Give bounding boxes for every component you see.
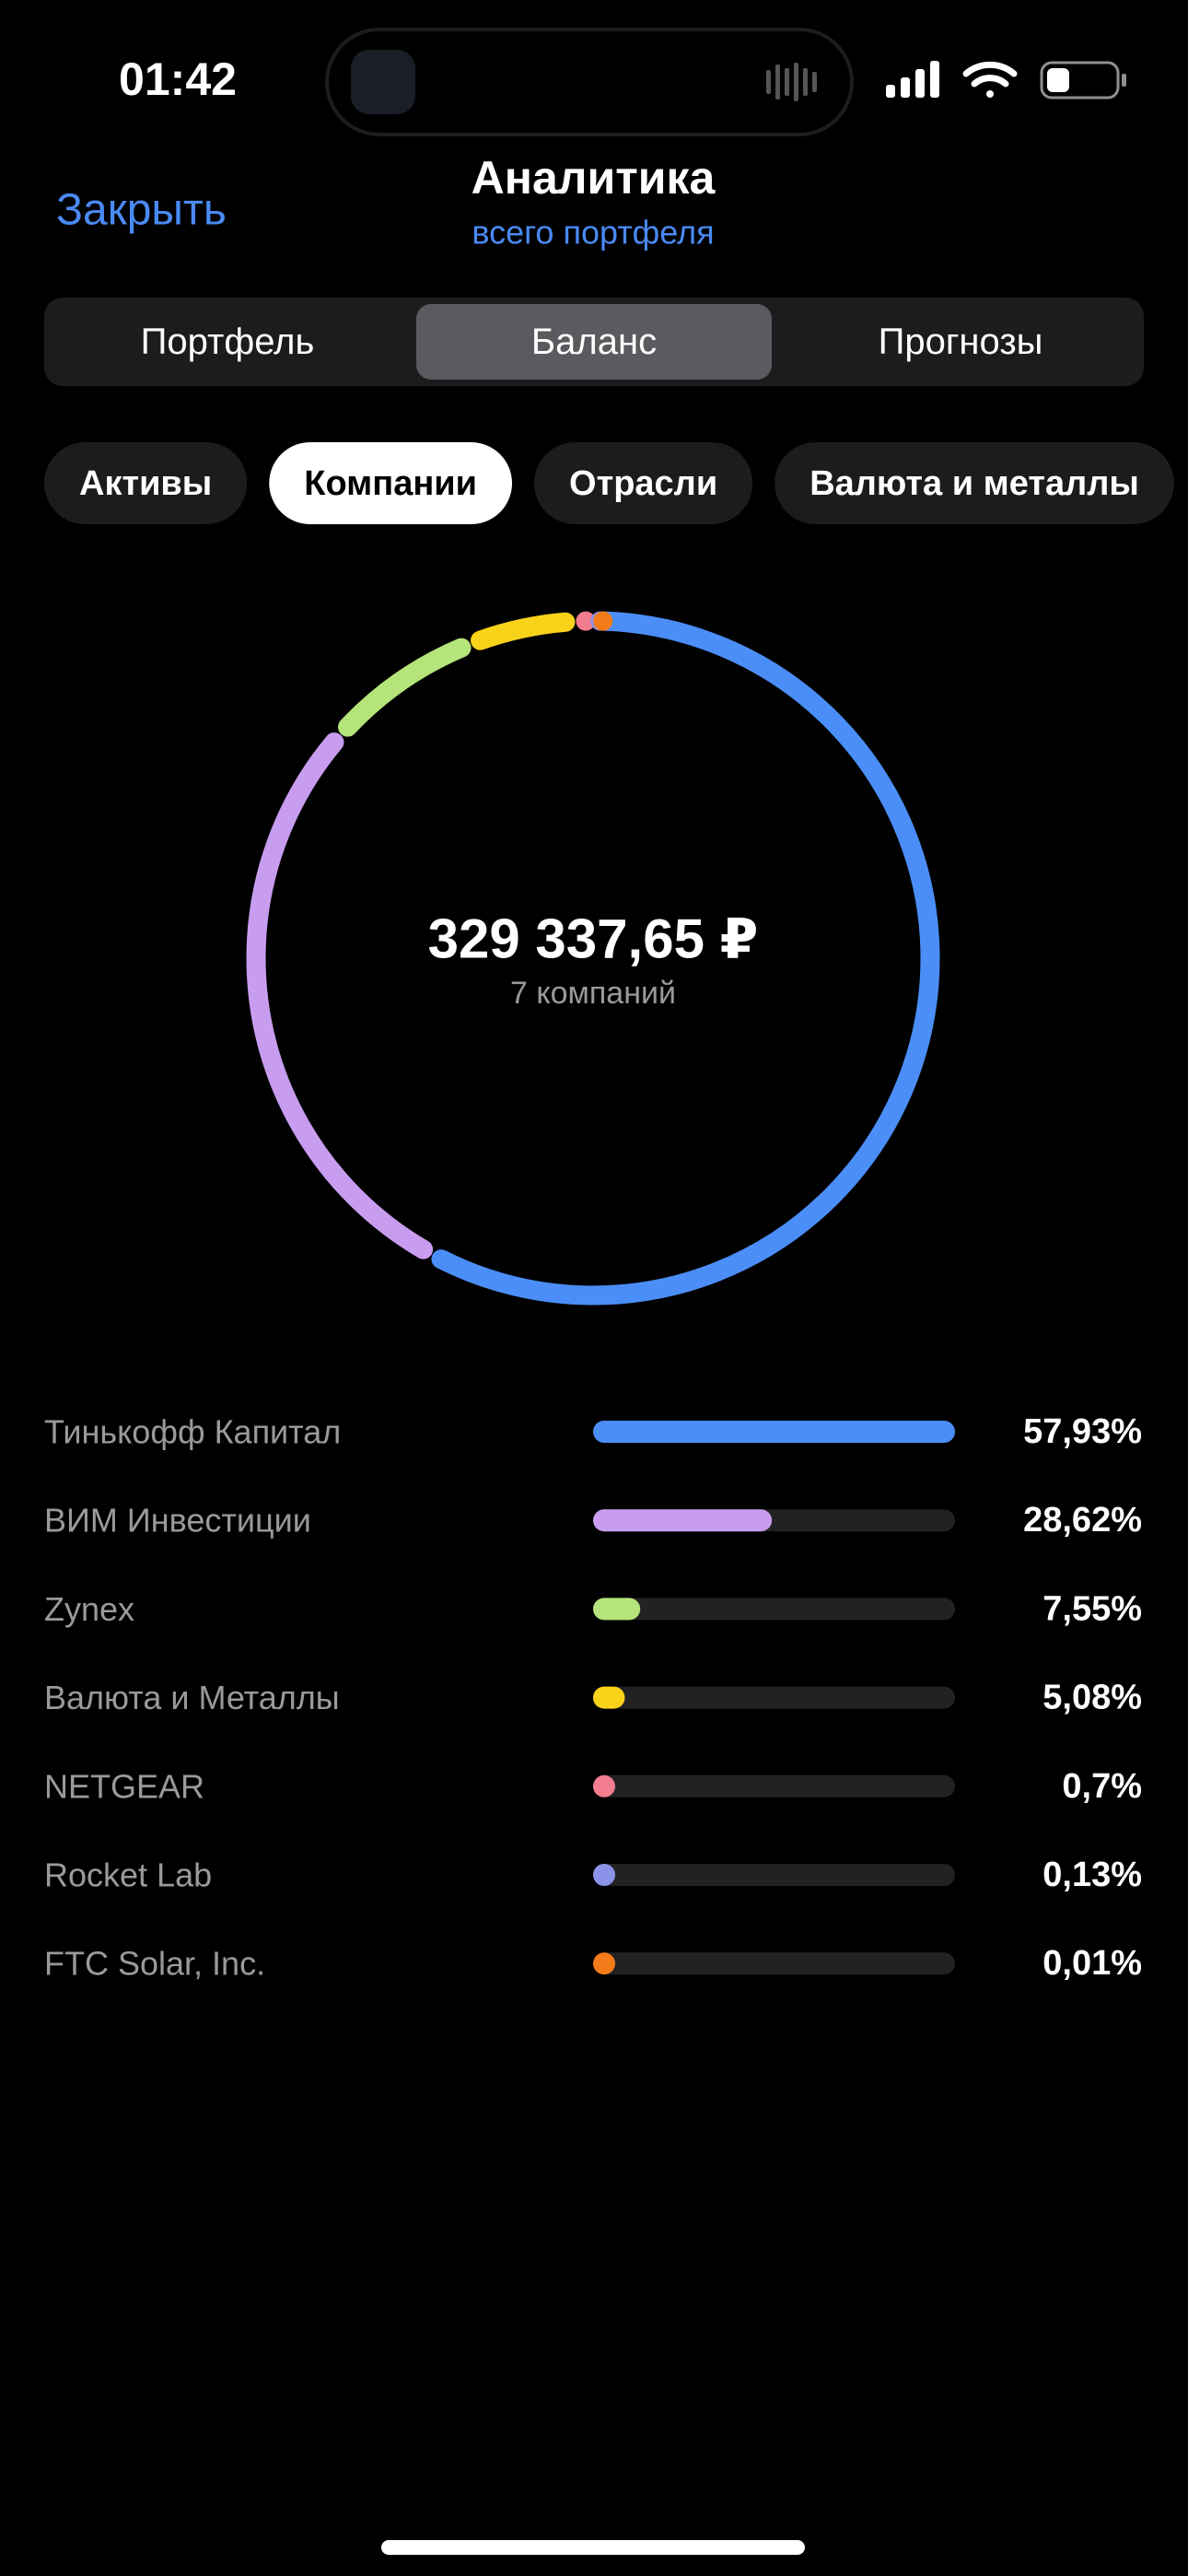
tab-selected-bg xyxy=(416,304,772,380)
company-name: Валюта и Металлы xyxy=(44,1679,340,1716)
wifi-icon xyxy=(962,61,1018,98)
home-indicator xyxy=(381,2540,805,2555)
bar-track xyxy=(593,1686,955,1709)
company-name: Тинькофф Капитал xyxy=(44,1413,341,1451)
donut-segment xyxy=(246,611,940,1306)
island-icon xyxy=(351,50,415,114)
company-name: FTC Solar, Inc. xyxy=(44,1945,265,1983)
chip[interactable]: Валюта и металлы xyxy=(775,442,1174,524)
island-wave xyxy=(766,63,817,101)
dynamic-island xyxy=(325,28,854,136)
donut-caption: 7 компаний xyxy=(510,976,676,1011)
screen-subtitle: всего портфеля xyxy=(472,214,714,252)
value-label: 7,55% xyxy=(1042,1589,1142,1628)
company-name: NETGEAR xyxy=(44,1767,204,1805)
bar xyxy=(593,1421,955,1443)
battery-icon xyxy=(1040,61,1126,100)
value-label: 57,93% xyxy=(1023,1412,1142,1451)
chip[interactable]: Отрасли xyxy=(534,442,753,524)
value-label: 0,7% xyxy=(1062,1767,1142,1806)
chip-label[interactable]: Компании xyxy=(304,464,477,503)
company-name: ВИМ Инвестиции xyxy=(44,1502,311,1540)
value-label: 0,01% xyxy=(1042,1944,1142,1983)
chip-bg xyxy=(269,442,513,524)
status-time: 01:42 xyxy=(119,53,237,105)
bar xyxy=(593,1598,641,1621)
value-label: 5,08% xyxy=(1042,1679,1142,1717)
chip-bg xyxy=(44,442,248,524)
value-label: 28,62% xyxy=(1023,1501,1142,1540)
bar xyxy=(593,1864,615,1886)
value-label: 0,13% xyxy=(1042,1856,1142,1894)
bar xyxy=(593,1952,615,1975)
close-button[interactable]: Закрыть xyxy=(56,186,227,235)
donut-total: 329 337,65 ₽ xyxy=(428,908,759,970)
company-name: Zynex xyxy=(44,1590,134,1628)
tab[interactable]: Портфель xyxy=(141,322,315,362)
chip[interactable]: Компании xyxy=(269,442,513,524)
donut-segment xyxy=(246,611,940,1306)
chip-label[interactable]: Активы xyxy=(79,464,212,503)
chip[interactable]: Активы xyxy=(44,442,248,524)
signal-icon xyxy=(886,61,939,98)
tab[interactable]: Прогнозы xyxy=(879,322,1043,362)
donut-segment xyxy=(246,611,940,1306)
bar-track xyxy=(593,1952,955,1975)
screen-title: Аналитика xyxy=(472,152,716,204)
chip-bg xyxy=(775,442,1174,524)
chip-label[interactable]: Отрасли xyxy=(569,464,717,503)
bar-track xyxy=(593,1864,955,1886)
company-name: Rocket Lab xyxy=(44,1856,212,1894)
bar xyxy=(593,1686,625,1709)
chip-label[interactable]: Валюта и металлы xyxy=(809,464,1139,503)
tab[interactable]: Баланс xyxy=(531,322,657,362)
bar xyxy=(593,1774,615,1797)
bar-track xyxy=(593,1598,955,1621)
bar xyxy=(593,1509,773,1532)
bar-track xyxy=(593,1774,955,1797)
chip-bg xyxy=(534,442,753,524)
